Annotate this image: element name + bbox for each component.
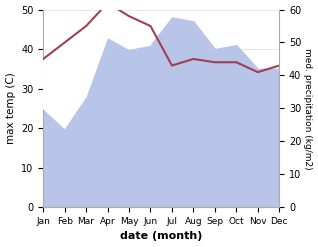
X-axis label: date (month): date (month) (120, 231, 203, 242)
Y-axis label: med. precipitation (kg/m2): med. precipitation (kg/m2) (303, 48, 313, 169)
Y-axis label: max temp (C): max temp (C) (5, 72, 16, 144)
